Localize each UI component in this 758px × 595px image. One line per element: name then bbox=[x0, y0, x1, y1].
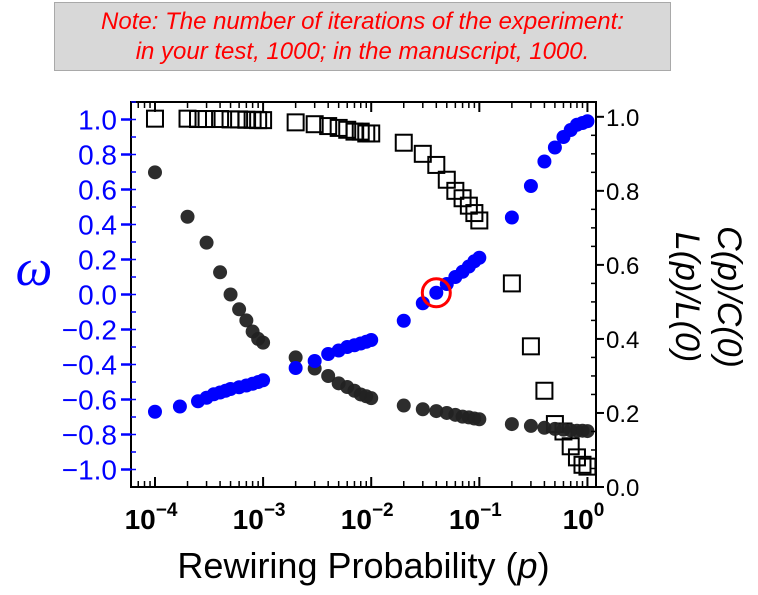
ratio-l-square bbox=[470, 211, 489, 230]
ratio-c-point bbox=[396, 398, 411, 413]
left-tick-label: −0.4 bbox=[62, 350, 117, 381]
ratio-l-square bbox=[561, 437, 580, 456]
ratio-l-square bbox=[413, 144, 432, 163]
ratio-l-square bbox=[535, 381, 554, 400]
x-tick-label: 10−1 bbox=[449, 500, 502, 535]
ratio-c-point bbox=[321, 368, 336, 383]
ratio-c-point bbox=[580, 424, 595, 439]
left-tick-label: −0.6 bbox=[62, 385, 117, 416]
left-tick-label: −0.8 bbox=[62, 420, 117, 451]
ratio-l-square bbox=[145, 109, 164, 128]
ratio-c-point bbox=[147, 165, 162, 180]
data-layer bbox=[145, 109, 597, 476]
omega-point bbox=[396, 313, 411, 328]
ratio-l-square bbox=[249, 111, 268, 130]
ratio-c-point bbox=[537, 420, 552, 435]
ratio-l-square bbox=[197, 110, 216, 129]
right-tick-label: 0.6 bbox=[606, 253, 639, 280]
omega-point bbox=[415, 296, 430, 311]
ratio-c-point bbox=[288, 350, 303, 365]
left-tick-label: −0.2 bbox=[62, 315, 117, 346]
omega-point bbox=[429, 285, 444, 300]
right-tick-label: 0.4 bbox=[606, 327, 639, 354]
ratio-c-point bbox=[199, 235, 214, 250]
ratio-c-point bbox=[364, 391, 379, 406]
ratio-c-point bbox=[504, 417, 519, 432]
right-tick-label: 0.8 bbox=[606, 179, 639, 206]
ratio-l-square bbox=[286, 113, 305, 132]
x-tick-label: 100 bbox=[563, 500, 605, 535]
left-tick-label: −1.0 bbox=[62, 455, 117, 486]
right-axis-label-l: L(p)/L(0) bbox=[668, 232, 706, 362]
left-tick-label: 1.0 bbox=[78, 105, 117, 136]
left-tick-label: 0.6 bbox=[78, 175, 117, 206]
ratio-c-point bbox=[232, 302, 247, 317]
ratio-l-square bbox=[211, 110, 230, 129]
x-axis-label: Rewiring Probability (p) bbox=[177, 545, 549, 586]
ratio-c-point bbox=[415, 402, 430, 417]
note-line-1: Note: The number of iterations of the ex… bbox=[101, 8, 624, 35]
left-tick-label: 0.2 bbox=[78, 245, 117, 276]
ratio-l-square bbox=[394, 133, 413, 152]
ratio-l-square bbox=[305, 115, 324, 134]
right-axis-label-c: C(p)/C(0) bbox=[710, 226, 748, 368]
ratio-l-square bbox=[351, 122, 370, 141]
note-line-2: in your test, 1000; in the manuscript, 1… bbox=[135, 38, 590, 65]
omega-point bbox=[504, 210, 519, 225]
ratio-c-point bbox=[523, 418, 538, 433]
omega-point bbox=[364, 333, 379, 347]
note-box: Note: The number of iterations of the ex… bbox=[54, 2, 671, 71]
ratio-l-square bbox=[502, 274, 521, 293]
ratio-l-square bbox=[254, 111, 273, 130]
ratio-c-point bbox=[256, 335, 271, 350]
x-tick-label: 10−3 bbox=[233, 500, 286, 535]
x-tick-label: 10−4 bbox=[125, 500, 178, 535]
ratio-c-point bbox=[180, 209, 195, 224]
omega-point bbox=[288, 361, 303, 375]
ratio-c-point bbox=[239, 313, 254, 328]
omega-point bbox=[547, 140, 562, 155]
ratio-c-point bbox=[429, 404, 444, 419]
left-tick-label: 0.8 bbox=[78, 140, 117, 171]
omega-point bbox=[256, 373, 271, 388]
omega-point bbox=[472, 250, 487, 265]
left-tick-label: 0.4 bbox=[78, 210, 117, 241]
highlight-circle bbox=[420, 277, 452, 309]
omega-point bbox=[537, 154, 552, 169]
ratio-l-square bbox=[573, 455, 592, 474]
left-tick-label: 0.0 bbox=[78, 280, 117, 311]
omega-point bbox=[172, 399, 187, 414]
omega-point bbox=[523, 179, 538, 193]
x-tick-label: 10−2 bbox=[341, 500, 394, 535]
omega-point bbox=[147, 404, 162, 419]
ratio-l-square bbox=[178, 109, 197, 128]
labels-layer: 1.0 0.8 0.6 0.4 0.2 0.0 −0.2 −0.4 −0.6 −0.8 −1.0 1.… bbox=[16, 105, 748, 587]
omega-point bbox=[580, 114, 595, 129]
ratio-c-point bbox=[472, 412, 487, 427]
axes-layer bbox=[121, 101, 604, 488]
ratio-c-point bbox=[213, 265, 228, 280]
right-tick-label: 0.2 bbox=[606, 401, 639, 428]
right-tick-label: 0.0 bbox=[606, 475, 639, 502]
right-tick-label: 1.0 bbox=[606, 105, 639, 132]
ratio-c-point bbox=[223, 287, 238, 302]
ratio-l-square bbox=[521, 337, 540, 356]
omega-point bbox=[307, 354, 322, 368]
ratio-l-square bbox=[319, 117, 338, 136]
ratio-l-square bbox=[427, 155, 446, 174]
ratio-l-square bbox=[362, 124, 381, 143]
left-axis-label: ω bbox=[16, 240, 53, 297]
